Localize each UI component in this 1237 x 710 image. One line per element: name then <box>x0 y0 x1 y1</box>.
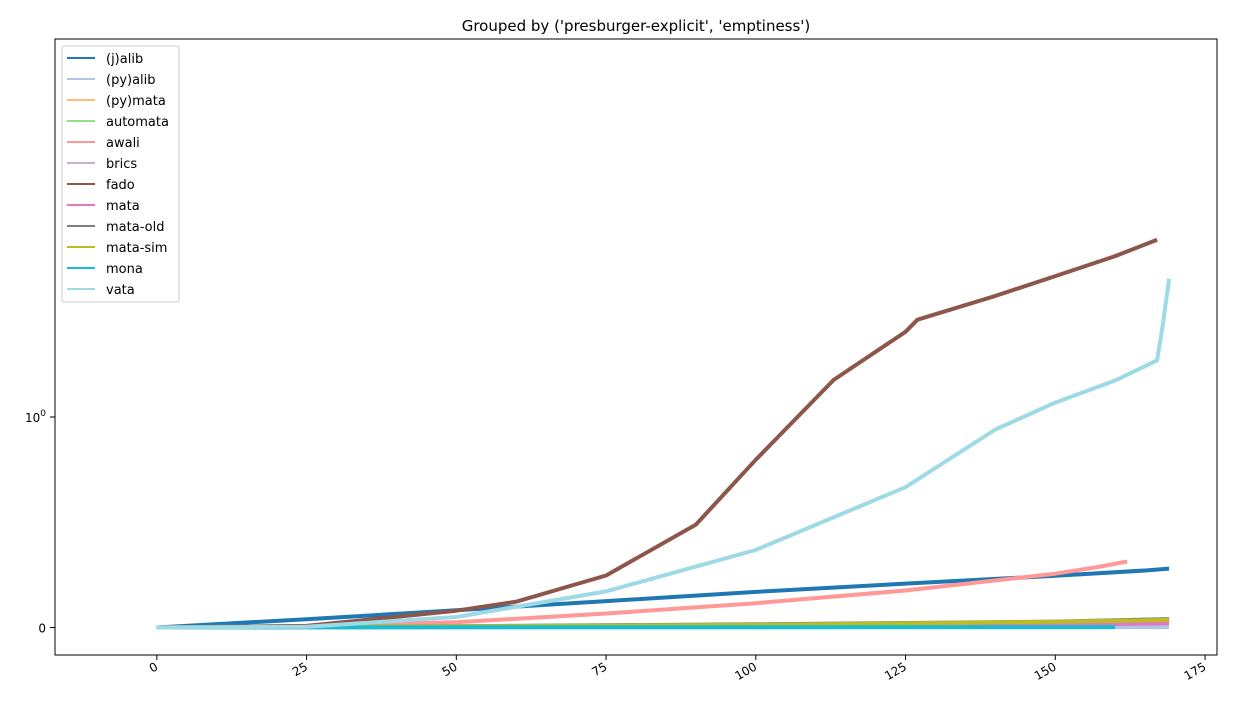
series-line-6 <box>156 237 1158 630</box>
legend-label: mona <box>106 262 143 277</box>
legend-label: brics <box>106 157 137 172</box>
y-tick-label: 0 <box>38 622 46 636</box>
legend-label: (py)alib <box>106 73 156 88</box>
plot-lines <box>156 237 1172 630</box>
legend-label: mata-old <box>106 220 164 235</box>
x-tick-label: 75 <box>589 659 609 679</box>
x-tick-label: 175 <box>1182 659 1209 683</box>
y-tick-label: 100 <box>25 409 46 425</box>
y-axis: 0 100 <box>25 409 55 636</box>
x-tick-label: 0 <box>147 659 161 675</box>
legend-label: (j)alib <box>106 52 143 67</box>
x-tick-label: 100 <box>732 659 759 683</box>
legend-label: automata <box>106 115 169 130</box>
plot-frame <box>54 38 1218 656</box>
x-tick-label: 50 <box>440 659 460 679</box>
plot-area <box>55 39 1217 655</box>
legend-box <box>61 45 180 303</box>
legend-label: fado <box>106 178 135 193</box>
legend-label: mata <box>106 199 140 214</box>
legend-label: awali <box>106 136 140 151</box>
x-axis: 0 25 50 75 100 125 150 175 <box>147 655 1209 683</box>
x-tick-label: 150 <box>1032 659 1059 683</box>
legend: (j)alib (py)alib (py)mata automata awali bric… <box>61 45 180 303</box>
chart-title: Grouped by ('presburger-explicit', 'empt… <box>462 17 811 35</box>
x-tick-label: 25 <box>290 659 310 679</box>
legend-label: vata <box>106 283 135 298</box>
legend-label: mata-sim <box>106 241 167 256</box>
series-line-0 <box>156 566 1170 630</box>
legend-label: (py)mata <box>106 94 166 109</box>
series-line-11 <box>156 278 1172 630</box>
x-tick-label: 125 <box>882 659 909 683</box>
